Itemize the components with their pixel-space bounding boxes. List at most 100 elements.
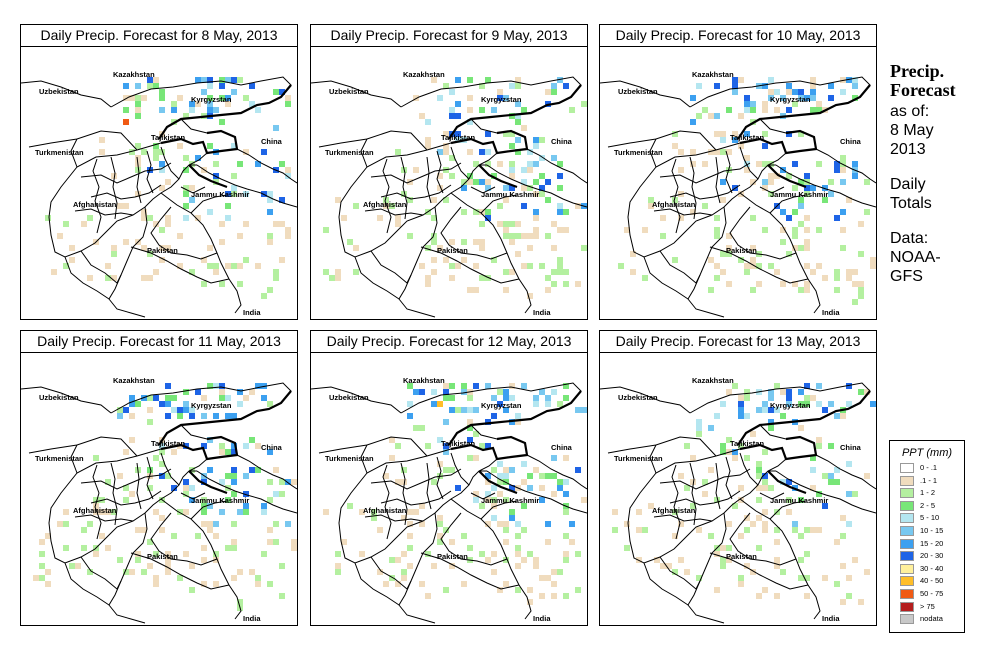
precip-cell [401,515,407,521]
precip-cell [201,521,207,527]
precip-cell [786,395,792,401]
precip-cell [419,113,425,119]
precip-cell [207,245,213,251]
precip-cell [810,107,816,113]
precip-cell [858,251,864,257]
precip-cell [449,539,455,545]
precip-cell [431,389,437,395]
precip-cell [672,257,678,263]
precip-cell [864,473,870,479]
precip-cell [521,503,527,509]
precip-cell [503,197,509,203]
precip-cell [485,473,491,479]
precip-cell [539,191,545,197]
precip-cell [267,197,273,203]
precip-cell [443,389,449,395]
precip-cell [437,437,443,443]
precip-cell [419,503,425,509]
precip-cell [255,443,261,449]
legend-swatch [900,601,914,612]
precip-cell [177,413,183,419]
precip-cell [672,131,678,137]
precip-cell [846,575,852,581]
precip-cell [768,89,774,95]
precip-cell [714,413,720,419]
precip-cell [449,563,455,569]
legend-swatch [900,563,914,574]
precip-cell [527,233,533,239]
precip-cell [581,245,587,251]
precip-cell [503,473,509,479]
precip-cell [467,149,473,155]
precip-cell [563,227,569,233]
precip-cell [545,401,551,407]
precip-cell [864,209,870,215]
precip-cell [377,527,383,533]
panel-title: Daily Precip. Forecast for 11 May, 2013 [20,330,298,353]
precip-cell [804,287,810,293]
precip-cell [503,521,509,527]
precip-cell [551,89,557,95]
precip-cell [141,275,147,281]
precip-cell [551,593,557,599]
precip-cell [153,149,159,155]
precip-cell [870,263,876,269]
precip-cell [39,575,45,581]
precip-cell [183,551,189,557]
precip-cell [479,551,485,557]
precip-cell [732,455,738,461]
precip-cell [581,407,587,413]
precip-cell [407,533,413,539]
precip-cell [575,203,581,209]
precip-cell [762,83,768,89]
legend-label: 10 - 15 [920,526,944,535]
precip-cell [485,521,491,527]
precip-cell [581,497,587,503]
precip-cell [111,245,117,251]
precip-cell [39,551,45,557]
precip-cell [762,401,768,407]
precip-cell [768,77,774,83]
precip-cell [135,143,141,149]
precip-cell [371,509,377,515]
precip-cell [437,539,443,545]
precip-cell [485,497,491,503]
precip-cell [551,473,557,479]
precip-cell [539,173,545,179]
label-kyrgyzstan: Kyrgyzstan [191,401,232,410]
precip-cell [822,503,828,509]
precip-cell [467,455,473,461]
precip-cell [123,203,129,209]
precip-cell [93,551,99,557]
precip-cell [521,203,527,209]
precip-cell [852,299,858,305]
precip-cell [858,287,864,293]
precip-cell [129,437,135,443]
precip-cell [255,383,261,389]
precip-cell [557,209,563,215]
precip-cell [521,461,527,467]
precip-cell [702,479,708,485]
precip-cell [840,533,846,539]
precip-cell [720,179,726,185]
precip-cell [479,179,485,185]
precip-cell [165,557,171,563]
precip-cell [437,515,443,521]
precip-cell [726,281,732,287]
precip-cell [207,521,213,527]
precip-cell [515,521,521,527]
precip-cell [750,101,756,107]
precip-cell [473,497,479,503]
precip-cell [407,383,413,389]
precip-cell [551,455,557,461]
precip-cell [123,107,129,113]
precip-cell [437,173,443,179]
precip-cell [395,557,401,563]
precip-cell [431,197,437,203]
precip-cell [834,413,840,419]
precip-cell [834,167,840,173]
label-kyrgyzstan: Kyrgyzstan [770,95,811,104]
precip-cell [762,131,768,137]
precip-cell [153,155,159,161]
precip-cell [774,527,780,533]
